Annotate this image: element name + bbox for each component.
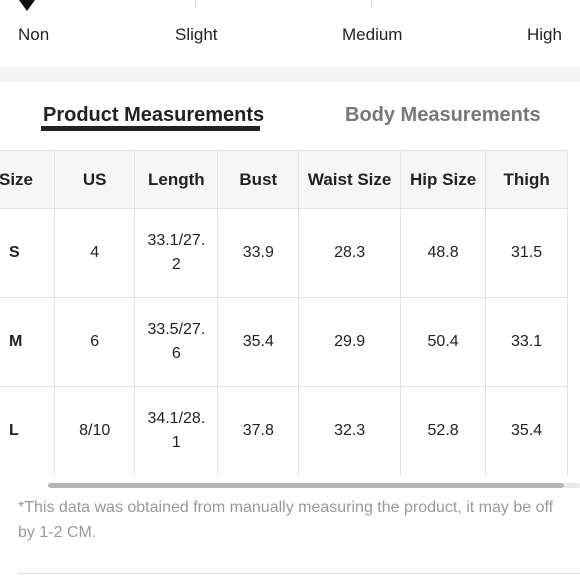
table-row: M 6 33.5/27.6 35.4 29.9 50.4 33.1 bbox=[0, 297, 568, 387]
tab-product-measurements[interactable]: Product Measurements bbox=[43, 104, 265, 126]
header-waist-size: Waist Size bbox=[298, 150, 401, 209]
divider bbox=[18, 573, 580, 574]
length-value: 34.1/28.1 bbox=[147, 410, 206, 451]
cell-length: 33.1/27.2 bbox=[134, 208, 219, 298]
cell-bust: 33.9 bbox=[217, 208, 300, 298]
header-thigh: Thigh bbox=[485, 150, 568, 209]
cell-hip: 50.4 bbox=[399, 297, 487, 387]
cell-thigh: 33.1 bbox=[485, 297, 568, 387]
cell-hip: 52.8 bbox=[399, 386, 487, 475]
cell-size: M bbox=[0, 297, 55, 387]
active-tab-indicator bbox=[41, 126, 260, 131]
cell-bust: 37.8 bbox=[217, 386, 300, 475]
cell-size: L bbox=[0, 386, 55, 475]
cell-waist: 29.9 bbox=[298, 297, 401, 387]
cell-hip: 48.8 bbox=[399, 208, 487, 298]
header-us: US bbox=[53, 150, 136, 209]
stretch-label-medium: Medium bbox=[342, 25, 403, 44]
stretch-label-non: Non bbox=[18, 25, 50, 44]
stretch-label-slight: Slight bbox=[175, 25, 218, 44]
stretch-scale: Non Slight Medium High bbox=[0, 0, 580, 66]
length-value: 33.1/27.2 bbox=[147, 232, 206, 273]
table-row: S 4 33.1/27.2 33.9 28.3 48.8 31.5 bbox=[0, 208, 568, 298]
cell-us: 4 bbox=[53, 208, 136, 298]
table-row: L 8/10 34.1/28.1 37.8 32.3 52.8 35.4 bbox=[0, 386, 568, 475]
cell-us: 6 bbox=[53, 297, 136, 387]
stretch-label-high: High bbox=[527, 25, 562, 44]
cell-thigh: 35.4 bbox=[485, 386, 568, 475]
cell-bust: 35.4 bbox=[217, 297, 300, 387]
cell-waist: 32.3 bbox=[298, 386, 401, 475]
length-value: 33.5/27.6 bbox=[147, 321, 206, 362]
header-size: Size bbox=[0, 150, 55, 209]
table-scrollbar-thumb[interactable] bbox=[48, 483, 564, 488]
scale-tick bbox=[371, 0, 372, 7]
cell-us: 8/10 bbox=[53, 386, 136, 475]
cell-length: 34.1/28.1 bbox=[134, 386, 219, 475]
scale-tick bbox=[195, 0, 196, 7]
measurement-disclaimer: *This data was obtained from manually me… bbox=[18, 499, 554, 541]
header-hip-size: Hip Size bbox=[399, 150, 487, 209]
size-table: Size US Length Bust Waist Size Hip Size … bbox=[0, 150, 568, 475]
tab-body-measurements[interactable]: Body Measurements bbox=[345, 104, 541, 126]
measurement-tabs: Product Measurements Body Measurements bbox=[0, 82, 580, 146]
header-bust: Bust bbox=[217, 150, 300, 209]
cell-waist: 28.3 bbox=[298, 208, 401, 298]
table-header-row: Size US Length Bust Waist Size Hip Size … bbox=[0, 150, 568, 209]
stretch-pointer-icon bbox=[19, 0, 35, 11]
section-separator bbox=[0, 66, 580, 82]
size-table-container: Size US Length Bust Waist Size Hip Size … bbox=[0, 150, 580, 475]
cell-size: S bbox=[0, 208, 55, 298]
cell-thigh: 31.5 bbox=[485, 208, 568, 298]
header-length: Length bbox=[134, 150, 219, 209]
cell-length: 33.5/27.6 bbox=[134, 297, 219, 387]
